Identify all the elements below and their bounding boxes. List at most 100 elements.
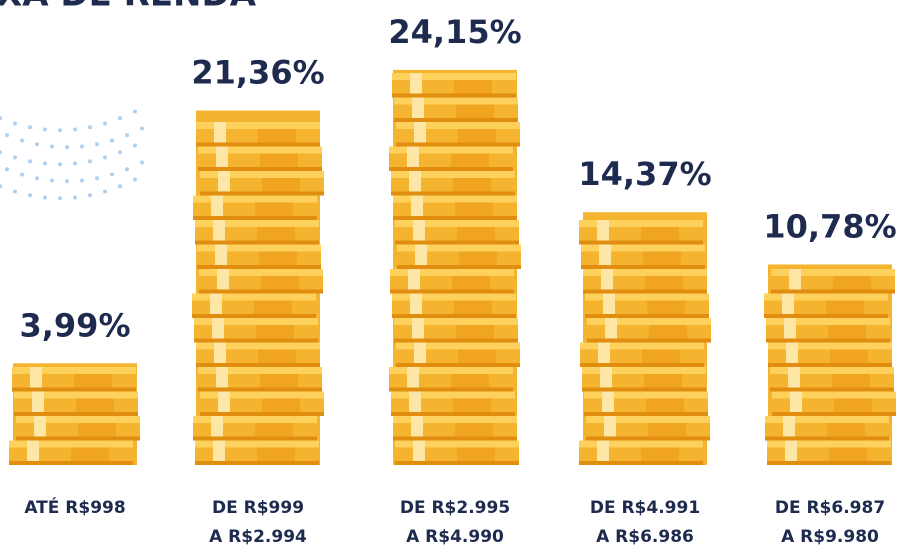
dot bbox=[133, 177, 137, 182]
x-tick-label: A R$4.990 bbox=[406, 527, 504, 547]
dot bbox=[110, 172, 114, 177]
coin-band bbox=[254, 300, 292, 314]
coin-top bbox=[770, 367, 894, 374]
coin-shine bbox=[409, 391, 421, 412]
coin-edge bbox=[395, 461, 519, 465]
coin-band bbox=[452, 276, 490, 290]
coin-edge bbox=[389, 167, 513, 171]
coin-edge bbox=[766, 338, 890, 343]
coin-shine bbox=[27, 440, 39, 461]
value-label: 10,78% bbox=[763, 207, 896, 245]
coin-shine bbox=[598, 342, 610, 363]
coin-edge bbox=[193, 216, 317, 220]
coin-shine bbox=[408, 269, 420, 290]
coin-edge bbox=[9, 461, 133, 465]
dot bbox=[133, 143, 137, 148]
coin-top bbox=[587, 318, 711, 325]
coin-top bbox=[768, 342, 892, 350]
coin-band bbox=[262, 178, 300, 192]
coin-shine bbox=[604, 416, 616, 437]
coin-top bbox=[767, 440, 891, 448]
coin-shine bbox=[597, 440, 609, 461]
coin-top bbox=[196, 122, 320, 129]
coin-shine bbox=[789, 269, 801, 290]
coin-band bbox=[644, 374, 682, 388]
coin-edge bbox=[392, 93, 516, 98]
coin-band bbox=[260, 153, 298, 167]
dot bbox=[28, 193, 32, 198]
coin-top bbox=[200, 171, 324, 178]
coin-top bbox=[200, 391, 324, 399]
dot bbox=[88, 159, 92, 164]
dot bbox=[140, 126, 144, 131]
coin-shine bbox=[413, 440, 425, 461]
coin-top bbox=[396, 122, 520, 129]
coin-band bbox=[826, 300, 864, 314]
dot bbox=[13, 189, 17, 194]
coin-top bbox=[193, 416, 317, 423]
coin-edge bbox=[393, 216, 517, 220]
dot bbox=[50, 144, 54, 149]
coin-band bbox=[71, 447, 109, 461]
coin-band bbox=[828, 325, 866, 339]
coin-band bbox=[261, 276, 299, 290]
coin-edge bbox=[198, 167, 322, 171]
dot bbox=[80, 144, 84, 149]
coin-shine bbox=[783, 416, 795, 437]
x-tick-label: DE R$999 bbox=[212, 498, 304, 518]
coin-shine bbox=[215, 244, 227, 265]
dot bbox=[20, 138, 24, 143]
dot bbox=[13, 121, 17, 126]
coin-shine bbox=[600, 367, 612, 388]
coin-stack bbox=[9, 363, 140, 465]
coin-edge bbox=[396, 142, 520, 147]
coin-band bbox=[459, 251, 497, 265]
coin-top bbox=[396, 342, 520, 350]
coin-top bbox=[764, 293, 888, 301]
coin-shine bbox=[412, 318, 424, 339]
dot bbox=[58, 162, 62, 167]
coin-band bbox=[641, 227, 679, 241]
dot bbox=[20, 172, 24, 177]
dot bbox=[73, 195, 77, 200]
coin-edge bbox=[579, 461, 703, 465]
coin-top bbox=[193, 195, 317, 203]
coin-edge bbox=[14, 412, 138, 416]
dot bbox=[88, 193, 92, 198]
coin-shine bbox=[410, 293, 422, 314]
coin-top bbox=[391, 171, 515, 178]
coin-edge bbox=[196, 142, 320, 147]
coin-edge bbox=[196, 363, 320, 367]
coin-shine bbox=[603, 293, 615, 314]
dot bbox=[103, 189, 107, 194]
coin-top bbox=[582, 367, 706, 374]
dot bbox=[65, 179, 69, 184]
coin-top bbox=[394, 97, 518, 105]
coin-stack bbox=[389, 69, 521, 466]
coin-shine bbox=[212, 318, 224, 339]
dot bbox=[103, 155, 107, 160]
coin-edge bbox=[390, 289, 514, 294]
coin-top bbox=[766, 318, 890, 325]
coin-band bbox=[78, 423, 116, 437]
coin-edge bbox=[12, 387, 136, 392]
coin-shine bbox=[782, 293, 794, 314]
coin-shine bbox=[601, 269, 613, 290]
coin-band bbox=[456, 325, 494, 339]
coin-edge bbox=[582, 387, 706, 392]
coin-shine bbox=[211, 416, 223, 437]
dot bbox=[5, 167, 9, 172]
dot bbox=[125, 167, 129, 172]
coin-shine bbox=[786, 342, 798, 363]
coin-band bbox=[257, 447, 295, 461]
dot bbox=[65, 145, 69, 150]
dot bbox=[118, 184, 122, 189]
coin-band bbox=[833, 276, 871, 290]
coin-top bbox=[16, 416, 140, 423]
coin-edge bbox=[195, 240, 319, 245]
coin-edge bbox=[586, 436, 710, 441]
coin-edge bbox=[765, 436, 889, 441]
coin-top bbox=[580, 342, 704, 350]
coin-edge bbox=[200, 191, 324, 196]
coin-shine bbox=[784, 318, 796, 339]
